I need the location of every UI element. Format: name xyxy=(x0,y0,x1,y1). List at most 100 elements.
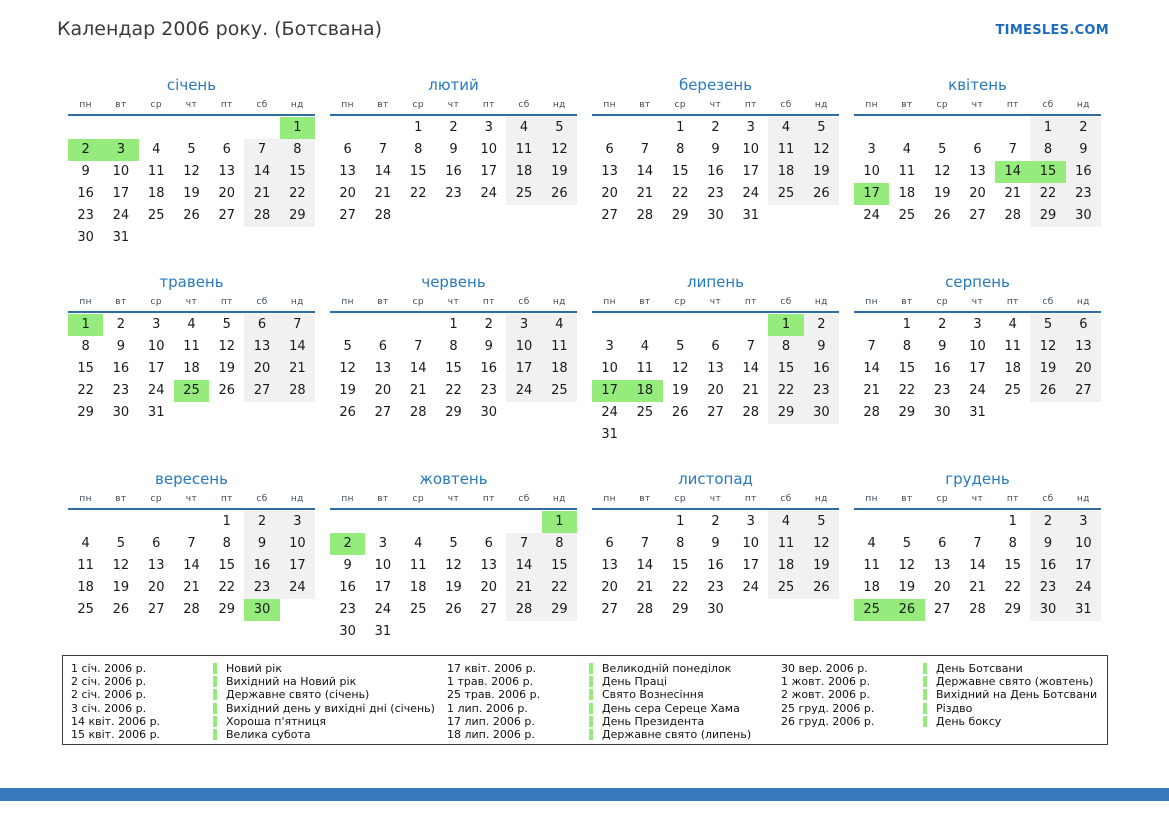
weekday-label: нд xyxy=(290,100,304,110)
day-cell: 20 xyxy=(601,186,618,201)
day-cell: 9 xyxy=(343,558,352,573)
day-cell: 19 xyxy=(898,580,916,595)
day-cell-empty xyxy=(365,314,400,336)
weekday-label: ср xyxy=(674,100,686,110)
day-cell: 22 xyxy=(218,580,236,595)
month-block-9: вересень пн вт ср чт пт сб нд 1 2 3 4 5 6 7 8 9 10 11 12 13 1… xyxy=(68,468,315,651)
month-block-12: грудень пн вт ср чт пт сб нд 1 2 3 4 5 6 7 8 9 10 11 12 13 14… xyxy=(854,468,1101,651)
day-cell: 6 xyxy=(938,536,947,551)
day-cell: 19 xyxy=(183,186,200,201)
days-grid: 1 2 3 4 5 6 7 8 9 10 11 12 13 14 15 16 17 18 19 20 21 22 23 24 2… xyxy=(68,511,315,621)
weekday-label: ср xyxy=(936,100,948,110)
day-cell: 18 xyxy=(1004,361,1022,376)
day-cell: 9 xyxy=(449,142,458,157)
day-cell: 31 xyxy=(112,230,130,245)
day-cell: 5 xyxy=(803,511,839,533)
day-cell: 2 xyxy=(711,120,720,135)
legend-date: 2 жовт. 2006 р. xyxy=(781,688,870,702)
day-cell: 28 xyxy=(1004,208,1022,223)
day-cell-empty xyxy=(854,511,889,533)
day-cell: 5 xyxy=(343,339,352,354)
day-cell: 2 xyxy=(449,120,458,135)
weekday-label: ср xyxy=(150,100,162,110)
day-cell: 27 xyxy=(707,405,724,420)
day-cell: 14 xyxy=(969,558,986,573)
day-cell: 18 xyxy=(183,361,200,376)
day-cell: 16 xyxy=(707,558,724,573)
day-cell: 8 xyxy=(449,339,458,354)
day-cell: 25 xyxy=(506,183,542,205)
day-cell: 15 xyxy=(1004,558,1022,573)
holiday-marker-bar xyxy=(923,663,927,675)
day-cell: 30 xyxy=(933,405,951,420)
day-cell: 17 xyxy=(112,186,130,201)
day-cell: 27 xyxy=(969,208,986,223)
legend-item: 3 січ. 2006 р. Вихідний день у вихідні дн… xyxy=(71,702,447,715)
weekday-label: ср xyxy=(412,100,424,110)
day-cell: 13 xyxy=(969,164,986,179)
legend-item: 2 січ. 2006 р. Вихідний на Новий рік xyxy=(71,675,447,688)
weekday-label: пн xyxy=(603,297,616,307)
day-cell: 18 xyxy=(541,358,577,380)
weekday-label: пт xyxy=(1006,494,1019,504)
legend-label: День Праці xyxy=(602,675,668,689)
weekday-header-row: пн вт ср чт пт сб нд xyxy=(68,295,315,313)
legend-column-group: 17 квіт. 2006 р. Великодній понеділок 1 тр… xyxy=(447,662,781,741)
holiday-marker-bar xyxy=(213,729,217,741)
day-cell: 3 xyxy=(746,120,755,135)
day-cell: 19 xyxy=(803,161,839,183)
day-cell-empty xyxy=(401,511,436,533)
legend-date: 17 лип. 2006 р. xyxy=(447,714,535,728)
day-cell: 20 xyxy=(1065,358,1101,380)
day-cell: 13 xyxy=(339,164,356,179)
day-cell: 24 xyxy=(480,186,498,201)
month-title: березень xyxy=(678,76,753,94)
day-cell: 3 xyxy=(867,142,876,157)
day-cell-holiday: 1 xyxy=(541,511,577,533)
legend-date: 15 квіт. 2006 р. xyxy=(71,728,161,742)
weekday-label: сб xyxy=(1042,494,1054,504)
day-cell: 22 xyxy=(279,183,315,205)
legend-item: 18 лип. 2006 р. Державне свято (липень) xyxy=(447,728,781,741)
day-cell: 25 xyxy=(768,183,804,205)
day-cell: 8 xyxy=(768,336,804,358)
weekday-label: чт xyxy=(185,494,198,504)
day-cell: 12 xyxy=(803,139,839,161)
month-title: липень xyxy=(686,273,745,291)
holiday-marker-bar xyxy=(213,715,217,727)
weekday-label: пт xyxy=(744,494,757,504)
day-cell-empty xyxy=(68,511,103,533)
day-cell: 14 xyxy=(244,161,280,183)
weekday-label: сб xyxy=(1042,100,1054,110)
day-cell: 24 xyxy=(1065,577,1101,599)
days-grid: 1 2 3 4 5 6 7 8 9 10 11 12 13 14 15 16 17 18 19 20 21 22 23 24 2… xyxy=(854,511,1101,621)
brand-link[interactable]: TIMESLES.COM xyxy=(995,23,1109,38)
day-cell-holiday: 14 xyxy=(995,161,1031,183)
day-cell: 8 xyxy=(676,536,685,551)
day-cell: 6 xyxy=(973,142,982,157)
legend-date: 25 трав. 2006 р. xyxy=(447,688,541,702)
day-cell: 6 xyxy=(244,314,280,336)
weekday-label: ср xyxy=(150,494,162,504)
day-cell: 15 xyxy=(671,164,689,179)
weekday-label: чт xyxy=(447,297,460,307)
weekday-label: чт xyxy=(971,297,984,307)
day-cell-empty xyxy=(733,314,768,336)
day-cell: 20 xyxy=(218,186,236,201)
day-cell-empty xyxy=(209,117,244,139)
weekday-label: нд xyxy=(552,297,566,307)
legend-item: 1 січ. 2006 р. Новий рік xyxy=(71,662,447,675)
day-cell: 13 xyxy=(1065,336,1101,358)
weekday-label: пт xyxy=(220,494,233,504)
day-cell: 16 xyxy=(244,555,280,577)
page-title: Календар 2006 року. (Ботсвана) xyxy=(57,18,383,40)
legend-label: Державне свято (січень) xyxy=(226,688,370,702)
day-cell: 9 xyxy=(711,536,720,551)
day-cell: 26 xyxy=(112,602,130,617)
day-cell: 1 xyxy=(222,514,231,529)
day-cell: 19 xyxy=(803,555,839,577)
day-cell: 29 xyxy=(671,602,689,617)
legend-label: Велика субота xyxy=(226,728,311,742)
day-cell-empty xyxy=(68,117,103,139)
month-title: квітень xyxy=(948,76,1007,94)
